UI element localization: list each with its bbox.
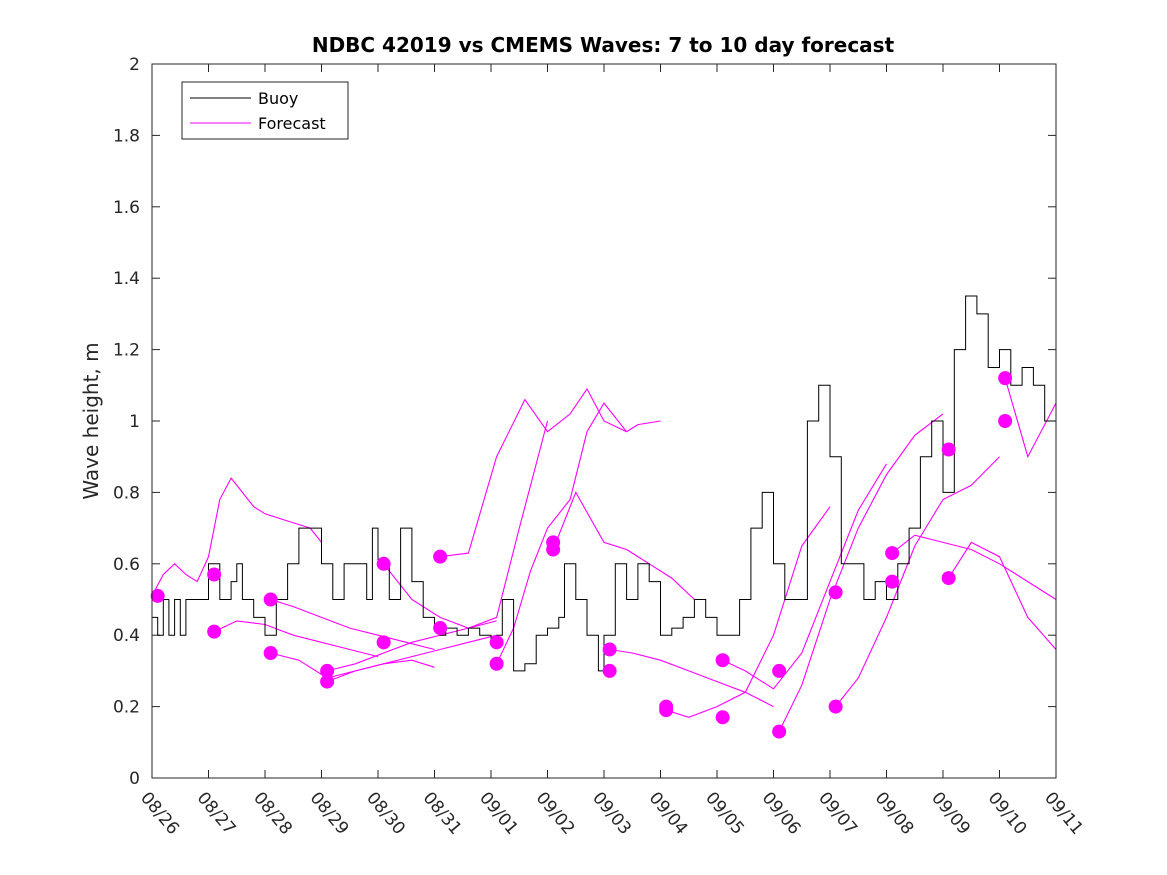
y-tick-label: 0.6: [113, 555, 140, 575]
forecast-marker: [828, 699, 843, 714]
forecast-line: [722, 463, 887, 690]
forecast-marker: [998, 371, 1013, 386]
y-tick-label: 1.8: [113, 126, 140, 146]
forecast-line: [270, 598, 435, 651]
chart-title: NDBC 42019 vs CMEMS Waves: 7 to 10 day f…: [312, 33, 895, 57]
legend: Buoy Forecast: [181, 81, 349, 140]
forecast-line: [948, 541, 1057, 650]
forecast-marker: [489, 656, 504, 671]
forecast-marker: [941, 571, 956, 586]
forecast-marker: [602, 663, 617, 678]
legend-buoy-label: Buoy: [258, 89, 298, 108]
forecast-markers: [150, 371, 1013, 739]
y-axis: 0 0.2 0.4 0.6 0.8 1 1.2 1.4 1.6 1.8 2: [113, 55, 1056, 789]
forecast-line: [835, 456, 1000, 707]
forecast-line: [440, 387, 661, 558]
y-tick-label: 2: [129, 55, 140, 75]
y-axis-label: Wave height, m: [79, 342, 103, 499]
y-tick-label: 0: [129, 769, 140, 789]
y-tick-label: 1.4: [113, 269, 140, 289]
y-tick-label: 1.6: [113, 198, 140, 218]
forecast-line: [496, 402, 628, 665]
plot-frame: [151, 63, 1057, 779]
forecast-marker: [489, 635, 504, 650]
y-tick-label: 0.4: [113, 626, 140, 646]
forecast-marker: [659, 703, 674, 718]
forecast-marker: [941, 442, 956, 457]
forecast-line: [778, 413, 944, 732]
forecast-line: [151, 477, 322, 597]
forecast-marker: [207, 567, 222, 582]
forecast-line: [552, 491, 695, 600]
forecast-marker: [998, 414, 1013, 428]
forecast-marker: [263, 646, 278, 661]
legend-forecast-label: Forecast: [258, 114, 326, 133]
forecast-marker: [376, 635, 391, 650]
legend-box: [181, 81, 349, 140]
forecast-line: [326, 634, 497, 683]
forecast-marker: [546, 542, 561, 557]
forecast-marker: [207, 624, 222, 639]
forecast-line: [891, 534, 1057, 600]
forecast-marker: [885, 574, 900, 589]
forecast-marker: [772, 724, 787, 739]
forecast-marker: [602, 642, 617, 657]
y-tick-label: 1: [129, 412, 140, 432]
forecast-marker: [885, 546, 900, 561]
forecast-marker: [150, 588, 165, 603]
forecast-marker: [828, 585, 843, 600]
forecast-marker: [433, 549, 448, 564]
forecast-marker: [772, 663, 787, 678]
forecast-marker: [320, 674, 335, 689]
y-tick-label: 0.8: [113, 483, 140, 503]
forecast-marker: [263, 592, 278, 607]
forecast-marker: [715, 653, 730, 668]
forecast-line: [665, 506, 831, 718]
forecast-marker: [715, 710, 730, 725]
forecast-marker: [433, 621, 448, 636]
forecast-line: [213, 620, 379, 658]
y-tick-label: 0.2: [113, 698, 140, 718]
forecast-marker: [320, 663, 335, 678]
forecast-marker: [376, 556, 391, 571]
y-tick-label: 1.2: [113, 341, 140, 361]
